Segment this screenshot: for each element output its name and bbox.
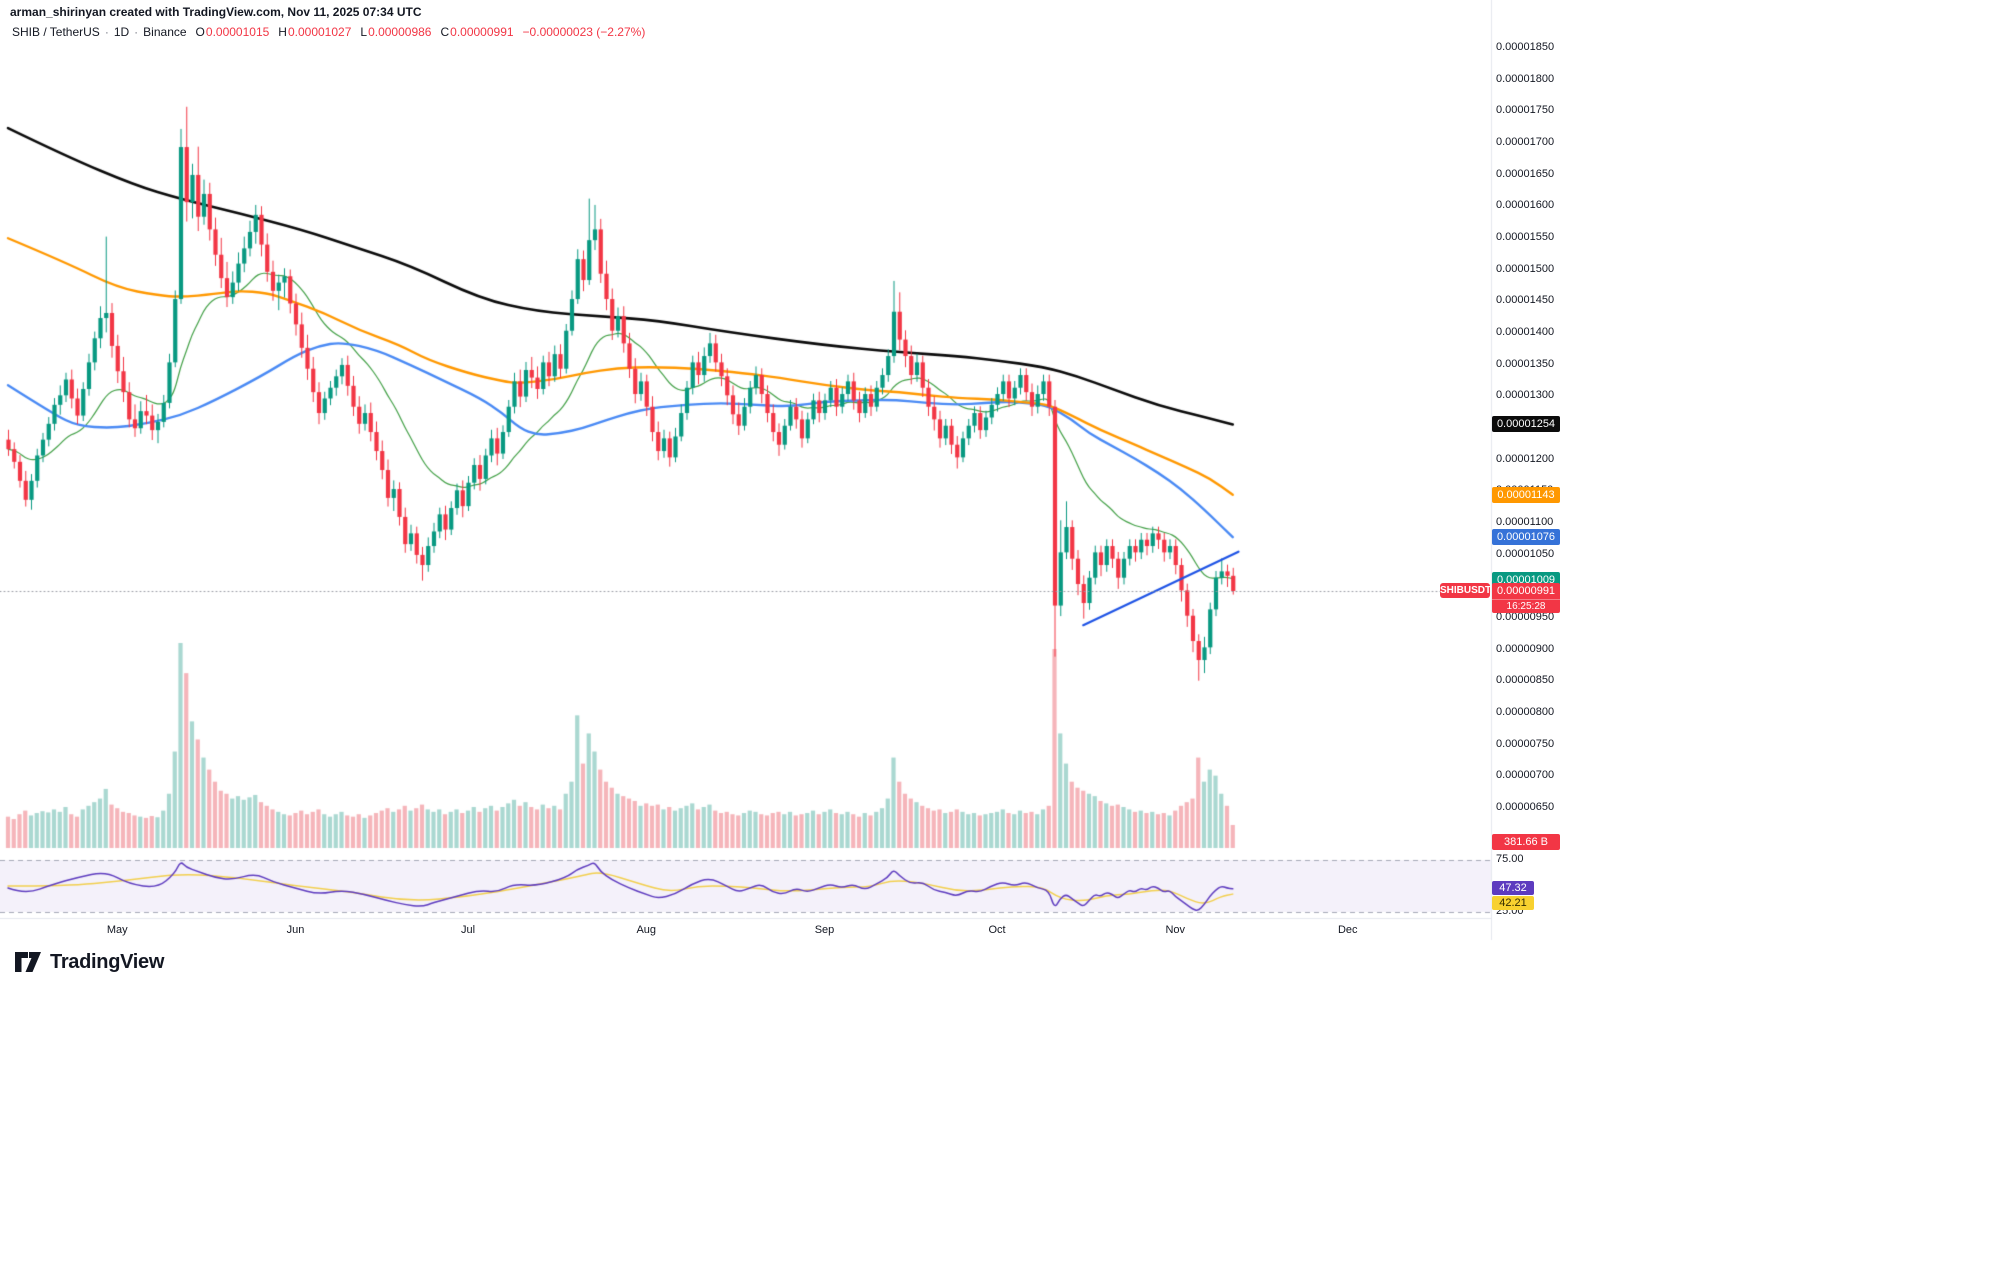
high-label: H	[278, 25, 287, 39]
time-axis-label: Nov	[1165, 924, 1186, 936]
rsi-value-tag: 47.32	[1492, 880, 1534, 895]
time-axis-label: Jun	[286, 924, 305, 936]
price-axis-label: 0.00001400	[1496, 325, 1555, 338]
price-axis-label: 0.00001650	[1496, 167, 1555, 180]
attribution: arman_shirinyan created with TradingView…	[10, 5, 422, 19]
exchange-label: Binance	[143, 25, 187, 39]
price-axis-label: 0.00000850	[1496, 674, 1555, 687]
price-axis-label: 0.00001450	[1496, 294, 1555, 307]
time-axis-label: Jul	[460, 924, 476, 936]
tradingview-logo[interactable]: TradingView	[14, 950, 164, 974]
chart-legend: SHIB / TetherUS · 1D · Binance O0.000010…	[12, 25, 645, 39]
price-axis-label: 0.00001050	[1496, 547, 1555, 560]
interval-label[interactable]: 1D	[113, 25, 130, 39]
symbol-price-line-tag: SHIBUSDT	[1440, 583, 1492, 598]
time-axis-label: Oct	[988, 924, 1006, 936]
tradingview-logo-icon	[15, 952, 41, 972]
last-price-tag: 0.00000991 16:25:28	[1492, 583, 1560, 613]
price-axis-label: 0.00001550	[1496, 230, 1555, 243]
low-label: L	[360, 25, 368, 39]
price-axis-label: 0.00001600	[1496, 199, 1555, 212]
ohlc-close: C0.00000991	[440, 25, 513, 39]
price-axis-label: 0.00000900	[1496, 642, 1555, 655]
close-label: C	[440, 25, 450, 39]
last-price-value: 0.00000991	[1496, 585, 1556, 597]
ohlc-open: O0.00001015	[196, 25, 270, 39]
change-value: −0.00000023 (−2.27%)	[522, 25, 646, 39]
price-axis-label: 0.00000700	[1496, 769, 1555, 782]
legend-separator: ·	[134, 25, 139, 39]
orange-ma-price-tag: 0.00001143	[1492, 486, 1560, 503]
ohlc-low: L0.00000986	[360, 25, 431, 39]
close-value: 0.00000991	[450, 25, 514, 39]
price-axis-label: 0.00001850	[1496, 41, 1555, 53]
time-axis-label: Sep	[814, 924, 835, 936]
legend-separator: ·	[104, 25, 109, 39]
volume-value-tag: 381.66 B	[1492, 834, 1560, 850]
price-axis-label: 0.00001100	[1496, 515, 1554, 528]
time-axis-label: Aug	[636, 924, 657, 936]
low-value: 0.00000986	[368, 25, 432, 39]
black-ma-price-tag: 0.00001254	[1492, 416, 1560, 433]
time-axis-label: May	[106, 924, 128, 936]
open-value: 0.00001015	[205, 25, 270, 39]
price-axis-label: 0.00000950	[1496, 610, 1555, 623]
rsi-ma-value-tag: 42.21	[1492, 895, 1534, 910]
price-axis-label: 0.00000750	[1496, 737, 1555, 750]
price-axis-label: 0.00001350	[1496, 357, 1555, 370]
price-axis-label: 0.00001800	[1496, 72, 1555, 85]
blue-ma-price-tag: 0.00001076	[1492, 529, 1560, 546]
price-axis-label: 0.00001700	[1496, 135, 1555, 148]
time-axis-label: Dec	[1337, 924, 1358, 936]
symbol-title[interactable]: SHIB / TetherUS	[12, 25, 100, 39]
price-axis-label: 0.00001750	[1496, 104, 1555, 117]
high-value: 0.00001027	[287, 25, 352, 39]
price-axis-label: 0.00000800	[1496, 705, 1555, 718]
ohlc-high: H0.00001027	[278, 25, 351, 39]
price-axis-label: 0.00001500	[1496, 262, 1555, 275]
countdown-timer: 16:25:28	[1492, 599, 1560, 613]
price-axis-label: 0.00000650	[1496, 800, 1555, 813]
price-axis-label: 0.00001200	[1496, 452, 1555, 465]
tradingview-wordmark: TradingView	[50, 950, 165, 973]
price-axis-label: 0.00001300	[1496, 389, 1555, 402]
open-label: O	[195, 25, 205, 39]
